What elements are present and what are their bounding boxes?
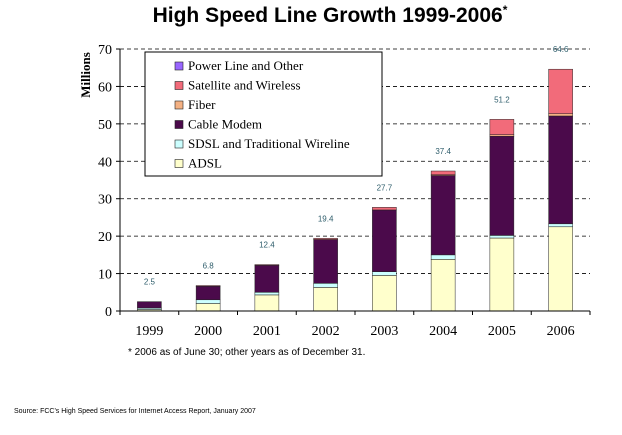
bar-segment [254, 264, 280, 266]
legend-label: Power Line and Other [188, 58, 304, 73]
x-tick-label: 2001 [253, 324, 281, 339]
bar-segment [430, 254, 456, 260]
legend-label: Satellite and Wireless [188, 78, 301, 93]
bar-segment [372, 207, 397, 211]
legend-label: ADSL [188, 156, 222, 171]
legend-swatch [174, 159, 184, 168]
total-label: 37.4 [435, 147, 451, 156]
y-tick-label: 20 [98, 230, 112, 245]
y-tick-label: 50 [98, 118, 112, 133]
bar-segment [195, 285, 221, 287]
axes [116, 48, 591, 315]
bar-segment [489, 235, 515, 239]
x-tick-label: 2004 [429, 324, 457, 339]
total-label: 27.7 [377, 183, 393, 192]
total-label: 6.8 [203, 262, 215, 271]
bar-segment [254, 294, 280, 312]
y-tick-label: 0 [105, 305, 112, 320]
total-label: 64.6 [553, 45, 569, 54]
y-tick-label: 60 [98, 80, 112, 95]
bar-segment [548, 113, 573, 117]
bar-segment [489, 135, 515, 236]
bar-segment [313, 283, 338, 288]
legend-swatch [174, 120, 184, 129]
legend-label: SDSL and Traditional Wireline [188, 136, 350, 151]
x-tick-label: 2002 [312, 324, 340, 339]
bar-segment [489, 237, 515, 312]
x-tick-label: 2000 [194, 324, 222, 339]
total-labels: 2.5 6.8 12.4 19.4 27.7 37.4 51.2 64.6 [144, 45, 569, 286]
total-label: 51.2 [494, 95, 510, 104]
y-tick-label: 10 [98, 268, 112, 283]
legend-swatch [174, 61, 184, 71]
bar-segment [372, 271, 397, 276]
bar-segment [548, 68, 573, 115]
x-tick-label: 1999 [135, 324, 163, 339]
y-tick-label: 40 [98, 155, 112, 170]
legend-swatch [174, 100, 184, 110]
bar-segment [489, 119, 515, 135]
total-label: 19.4 [318, 214, 334, 223]
y-tick-label: 30 [98, 193, 112, 208]
bar-segment [254, 265, 280, 293]
legend-swatch [174, 139, 184, 149]
legend-label: Fiber [188, 97, 216, 112]
bar-segment [548, 226, 573, 312]
legend-label: Cable Modem [188, 117, 262, 132]
x-tick-label: 2006 [547, 324, 575, 339]
x-tick-label: 2003 [370, 324, 398, 339]
bar-segment [372, 275, 397, 312]
bar-segment [195, 299, 221, 304]
footnote: * 2006 as of June 30; other years as of … [128, 347, 365, 358]
source-note: Source: FCC's High Speed Services for In… [14, 408, 256, 415]
chart-title: High Speed Line Growth 1999-2006* [153, 3, 508, 27]
legend: Power Line and Other Satellite and Wirele… [144, 51, 383, 177]
legend-swatch [174, 81, 184, 90]
x-tick-label: 2005 [488, 324, 516, 339]
bar-segment [313, 238, 338, 240]
tick-labels: 0 10 20 30 40 50 60 70 1999 2000 2001 2002 2003 2004 2… [98, 43, 575, 339]
y-axis-label: Millions [78, 52, 93, 98]
total-label: 12.4 [259, 241, 275, 250]
bar-segment [430, 170, 456, 176]
bar-segment [195, 303, 221, 312]
bar-segment [313, 287, 338, 312]
bar-segment [313, 239, 338, 284]
bars [137, 68, 573, 312]
bar-segment [430, 175, 456, 256]
bar-segment [372, 209, 397, 272]
total-label: 2.5 [144, 278, 156, 287]
legend-box [144, 51, 383, 177]
bar-segment [254, 292, 280, 296]
bar-segment [548, 115, 573, 225]
y-tick-label: 70 [98, 43, 112, 58]
bar-segment [137, 301, 162, 309]
bar-segment [430, 259, 456, 312]
bar-segment [548, 223, 573, 228]
bar-segment [195, 286, 221, 301]
